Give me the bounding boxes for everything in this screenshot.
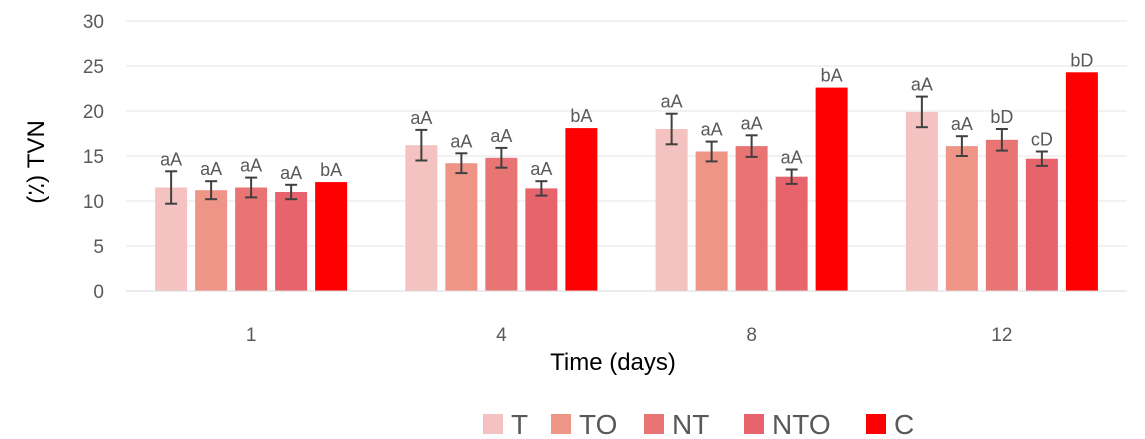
bars — [155, 72, 1098, 292]
legend-label-nto: NTO — [772, 409, 831, 439]
bar-c-day-12 — [1065, 72, 1098, 291]
bar-t-day-1 — [155, 187, 188, 291]
bar-t-day-4 — [405, 145, 438, 291]
x-tick-label: 12 — [991, 325, 1012, 346]
data-label: bA — [320, 160, 342, 180]
data-label: aA — [240, 156, 262, 176]
bar-t-day-12 — [905, 111, 938, 292]
data-label: bA — [570, 106, 592, 126]
y-tick-label: 30 — [83, 12, 104, 33]
bar-nto-day-4 — [525, 188, 558, 291]
data-label: cD — [1031, 130, 1053, 150]
y-tick-label: 15 — [83, 147, 104, 168]
legend-swatch-c — [866, 414, 886, 434]
bar-c-day-4 — [565, 128, 598, 291]
y-axis-ticks: 0 5 10 15 20 25 30 — [83, 12, 104, 303]
bar-labels: aA aA aA aA bA aA aA aA aA bA aA aA aA aA bA aA aA bD cD bD — [160, 50, 1093, 183]
data-label: aA — [530, 159, 552, 179]
bar-to-day-8 — [695, 151, 728, 291]
bar-nt-day-1 — [235, 187, 268, 291]
legend-swatch-to — [551, 414, 571, 434]
y-tick-label: 20 — [83, 102, 104, 123]
x-axis-title: Time (days) — [550, 349, 676, 376]
y-axis-title: (٪) TVN — [23, 120, 50, 204]
legend-label-nt: NT — [672, 409, 709, 439]
bar-to-day-4 — [445, 163, 478, 291]
bar-nt-day-12 — [985, 139, 1018, 291]
data-label: aA — [200, 159, 222, 179]
data-label: aA — [701, 120, 723, 140]
legend-label-c: C — [894, 409, 914, 439]
error-bars — [165, 95, 1048, 205]
data-label: aA — [781, 148, 803, 168]
legend-label-t: T — [511, 409, 528, 439]
legend-label-to: TO — [579, 409, 617, 439]
data-label: aA — [951, 114, 973, 134]
bar-to-day-1 — [195, 190, 228, 291]
bar-nto-day-8 — [775, 176, 808, 291]
bar-t-day-8 — [655, 129, 688, 291]
data-label: bD — [1070, 50, 1093, 70]
bar-to-day-12 — [945, 146, 978, 291]
data-label: aA — [661, 92, 683, 112]
data-label: aA — [450, 131, 472, 151]
legend: T TO NT NTO C — [483, 409, 914, 439]
bar-c-day-8 — [815, 87, 848, 291]
data-label: bA — [821, 66, 843, 86]
y-tick-label: 0 — [93, 282, 104, 303]
x-tick-label: 4 — [496, 325, 507, 346]
bar-nt-day-8 — [735, 146, 768, 291]
y-tick-label: 5 — [93, 237, 104, 258]
y-tick-label: 25 — [83, 57, 104, 78]
y-tick-label: 10 — [83, 192, 104, 213]
data-label: aA — [490, 126, 512, 146]
bar-nto-day-1 — [275, 192, 308, 291]
legend-swatch-t — [483, 414, 503, 434]
data-label: aA — [741, 113, 763, 133]
data-label: aA — [160, 149, 182, 169]
legend-swatch-nto — [744, 414, 764, 434]
data-label: aA — [280, 163, 302, 183]
x-tick-label: 8 — [746, 325, 757, 346]
bar-c-day-1 — [315, 182, 348, 291]
data-label: bD — [990, 107, 1013, 127]
bar-nt-day-4 — [485, 157, 518, 291]
data-label: aA — [911, 75, 933, 95]
x-axis-ticks: 1 4 8 12 — [246, 325, 1013, 346]
legend-swatch-nt — [644, 414, 664, 434]
data-label: aA — [410, 108, 432, 128]
x-tick-label: 1 — [246, 325, 257, 346]
bar-nto-day-12 — [1025, 158, 1058, 291]
